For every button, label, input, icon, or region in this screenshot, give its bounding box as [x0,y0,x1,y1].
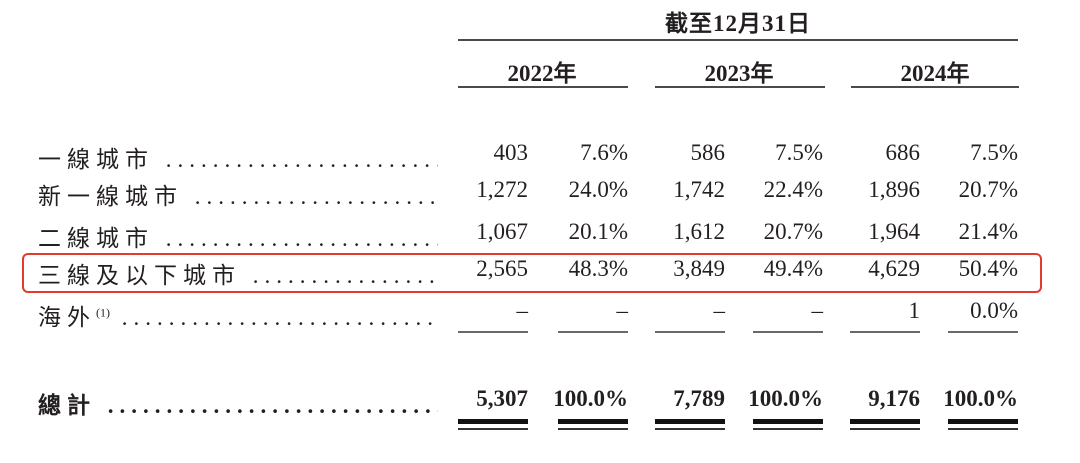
double-rule [948,428,1018,430]
year-rule [655,86,825,88]
percentage-cell: 20.1% [568,219,628,244]
dot-leader: ........................................ [194,184,438,209]
percentage-cell: – [616,298,629,323]
count-cell: 1,742 [673,177,725,202]
header-rule [458,39,1018,41]
row-label-text: 一線城市 [38,147,154,172]
count-cell: 1,272 [476,177,528,202]
row-label-text: 總計 [38,393,96,418]
count-cell: 686 [885,140,921,165]
row-label: 一線城市 ...................................… [38,140,438,174]
row-label: 海外(1) ..................................… [38,298,438,332]
count-cell: 1,896 [868,177,920,202]
count-cell: 1 [908,298,921,323]
percentage-cell: 50.4% [958,256,1018,281]
subtotal-rule [458,331,528,333]
count-cell: 3,849 [673,256,725,281]
double-rule [850,419,920,424]
subtotal-rule [558,331,628,333]
row-label-text: 海外 [38,305,96,330]
table-row: 海外(1) ..................................… [0,298,1080,334]
double-rule [558,419,628,424]
dot-leader: ........................................ [165,226,438,251]
percentage-cell: 100.0% [943,386,1018,411]
percentage-cell: 7.5% [775,140,823,165]
percentage-cell: 49.4% [763,256,823,281]
count-cell: 4,629 [868,256,920,281]
percentage-cell: 48.3% [568,256,628,281]
double-rule [850,428,920,430]
year-rule [458,86,628,88]
count-cell: 5,307 [476,386,528,411]
year-header-2023: 2023年 [704,61,774,86]
highlight-box [22,253,1042,293]
percentage-cell: 20.7% [763,219,823,244]
row-label-text: 二線城市 [38,226,154,251]
row-label: 總計 .....................................… [38,386,438,420]
count-cell: – [713,298,726,323]
count-cell: – [516,298,529,323]
year-header-2022: 2022年 [507,61,577,86]
subtotal-rule [948,331,1018,333]
dot-leader: ........................................ [165,147,438,172]
double-rule [753,419,823,424]
dot-leader: ........................................ [252,263,438,288]
row-label-text: 新一線城市 [38,184,183,209]
count-cell: 1,067 [476,219,528,244]
row-label: 二線城市 ...................................… [38,219,438,253]
dot-leader: ........................................ [107,393,438,418]
percentage-cell: 24.0% [568,177,628,202]
table-row: 一線城市 ...................................… [0,140,1080,176]
percentage-cell: 21.4% [958,219,1018,244]
subtotal-rule [753,331,823,333]
dot-leader: ........................................ [121,305,438,330]
percentage-cell: 7.6% [580,140,628,165]
percentage-cell: 22.4% [763,177,823,202]
count-cell: 9,176 [868,386,920,411]
double-rule [753,428,823,430]
double-rule [558,428,628,430]
year-rule [851,86,1019,88]
table-row: 新一線城市 ..................................… [0,177,1080,213]
table-row: 總計 .....................................… [0,386,1080,422]
year-header-2024: 2024年 [900,61,970,86]
percentage-cell: 20.7% [958,177,1018,202]
percentage-cell: 7.5% [970,140,1018,165]
percentage-cell: 100.0% [748,386,823,411]
count-cell: 7,789 [673,386,725,411]
percentage-cell: 100.0% [553,386,628,411]
count-cell: 1,612 [673,219,725,244]
double-rule [655,419,725,424]
count-cell: 403 [493,140,529,165]
percentage-cell: 0.0% [970,298,1018,323]
percentage-cell: – [811,298,824,323]
row-label-text: 三線及以下城市 [38,263,241,288]
subtotal-rule [655,331,725,333]
row-label: 三線及以下城市 ................................… [38,256,438,290]
row-label: 新一線城市 ..................................… [38,177,438,211]
count-cell: 1,964 [868,219,920,244]
table-row: 三線及以下城市 ................................… [0,256,1080,292]
double-rule [948,419,1018,424]
footnote-marker: (1) [96,305,110,320]
double-rule [458,419,528,424]
double-rule [655,428,725,430]
subtotal-rule [850,331,920,333]
table-header-title: 截至12月31日 [665,11,811,36]
double-rule [458,428,528,430]
count-cell: 586 [690,140,726,165]
count-cell: 2,565 [476,256,528,281]
table-row: 二線城市 ...................................… [0,219,1080,255]
